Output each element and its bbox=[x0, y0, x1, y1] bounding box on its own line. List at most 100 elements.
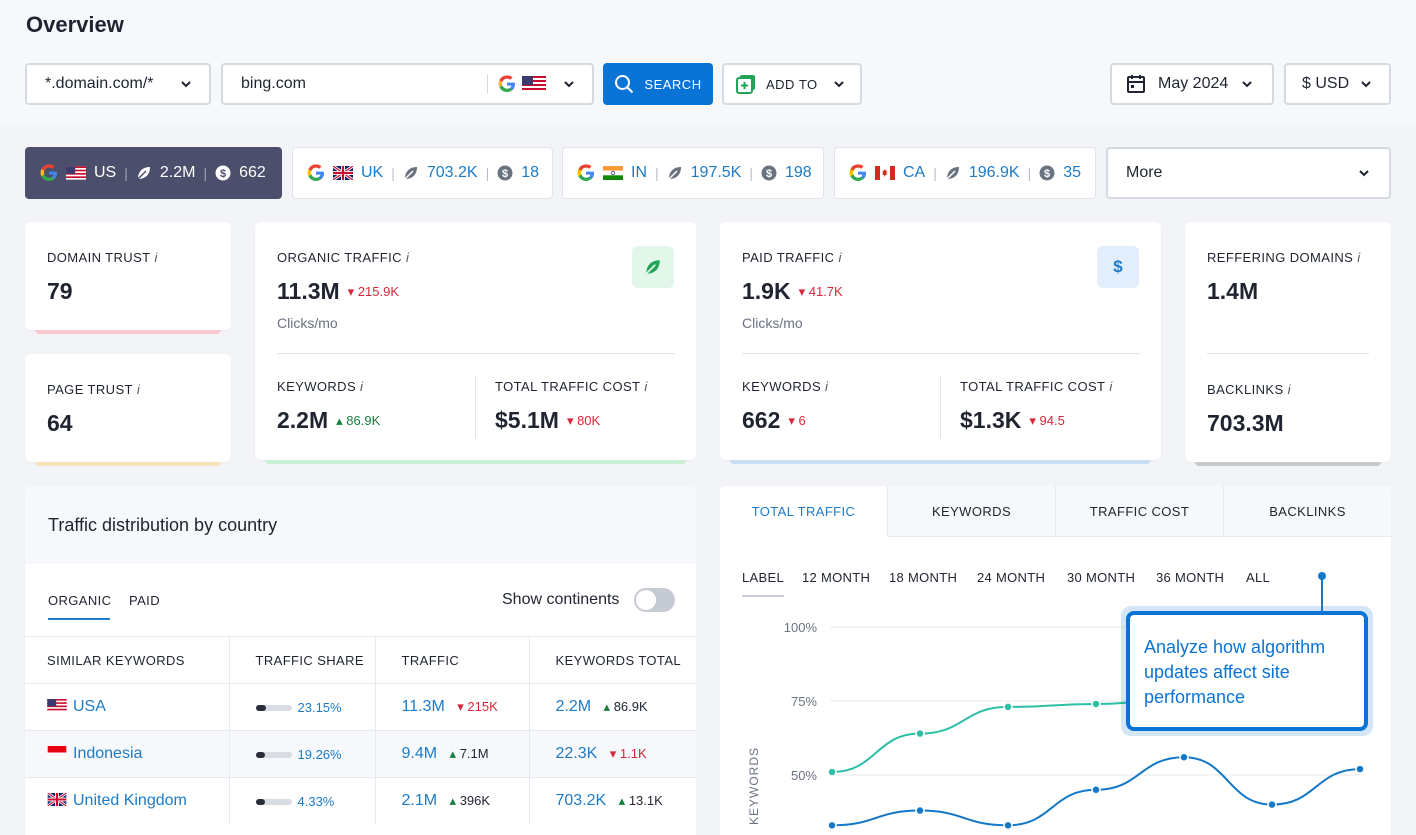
uk-flag-icon bbox=[47, 793, 67, 807]
date-select[interactable]: May 2024 bbox=[1110, 63, 1274, 105]
show-continents-toggle[interactable] bbox=[634, 588, 675, 612]
separator: | bbox=[749, 165, 753, 181]
range-label[interactable]: LABEL bbox=[742, 570, 784, 585]
country-tab-uk[interactable]: UK | 703.2K | $ 18 bbox=[292, 147, 553, 199]
data-point[interactable] bbox=[1267, 799, 1277, 810]
country-traffic: 196.9K bbox=[968, 164, 1020, 181]
paid-cost-value: $1.3K bbox=[960, 407, 1022, 433]
range-all[interactable]: ALL bbox=[1246, 570, 1271, 585]
tab-organic[interactable]: ORGANIC bbox=[48, 593, 112, 608]
keywords-delta-value: 1.1K bbox=[619, 746, 647, 761]
graph-tab-backlinks[interactable]: BACKLINKS bbox=[1224, 486, 1391, 537]
y-tick-label: 75% bbox=[791, 694, 817, 709]
scope-select[interactable]: *.domain.com/* bbox=[25, 63, 211, 105]
country-tab-ca[interactable]: CA | 196.9K | $ 35 bbox=[834, 147, 1096, 199]
chevron-down-icon bbox=[181, 81, 191, 88]
info-icon[interactable]: i bbox=[1287, 382, 1291, 397]
leaf-icon bbox=[137, 167, 150, 180]
organic-cost-label-text: TOTAL TRAFFIC COST bbox=[495, 379, 641, 394]
country-tab-us[interactable]: US | 2.2M | $ 662 bbox=[25, 147, 282, 199]
paid-keywords-delta-value: 6 bbox=[798, 412, 806, 428]
domain-value: bing.com bbox=[241, 75, 306, 92]
tab-paid[interactable]: PAID bbox=[129, 593, 160, 608]
col-similar-keywords[interactable]: SIMILAR KEYWORDS bbox=[25, 636, 230, 684]
toggle-knob bbox=[636, 590, 656, 610]
dollar-coin-icon: $ bbox=[215, 165, 231, 181]
info-icon[interactable]: i bbox=[136, 382, 141, 397]
search-button[interactable]: SEARCH bbox=[603, 63, 713, 105]
panel-header bbox=[25, 486, 696, 564]
keywords-value: 2.2M bbox=[555, 698, 592, 715]
graph-tab-total-traffic[interactable]: TOTAL TRAFFIC bbox=[720, 486, 888, 537]
country-name: United Kingdom bbox=[73, 792, 187, 810]
range-18-month[interactable]: 18 MONTH bbox=[889, 570, 958, 585]
range-12-month[interactable]: 12 MONTH bbox=[802, 570, 871, 585]
info-icon[interactable]: i bbox=[838, 250, 842, 265]
data-point[interactable] bbox=[1091, 699, 1101, 709]
country-traffic: 703.2K bbox=[426, 164, 478, 181]
info-icon[interactable]: i bbox=[360, 379, 364, 394]
data-point[interactable] bbox=[1091, 785, 1101, 795]
paid-label-text: PAID TRAFFIC bbox=[742, 250, 835, 265]
country-cell[interactable]: USA bbox=[25, 683, 230, 731]
country-code: CA bbox=[903, 164, 926, 181]
keywords-delta: ▾ 1.1K bbox=[609, 746, 647, 761]
currency-select[interactable]: $ USD bbox=[1284, 63, 1391, 105]
table-row: Indonesia 19.26% 9.4M ▴ 7.1M 22.3K ▾ 1.1… bbox=[25, 730, 696, 778]
keywords-value: 22.3K bbox=[555, 745, 598, 762]
add-to-label: ADD TO bbox=[766, 76, 818, 92]
backlinks-label-text: BACKLINKS bbox=[1207, 382, 1284, 397]
paid-cost-delta: ▾ 94.5 bbox=[1029, 412, 1065, 428]
country-tab-in[interactable]: IN | 197.5K | $ 198 bbox=[562, 147, 824, 199]
dollar-coin-icon: $ bbox=[1039, 165, 1055, 181]
data-point[interactable] bbox=[1003, 702, 1013, 712]
range-24-month[interactable]: 24 MONTH bbox=[977, 570, 1046, 585]
country-code: UK bbox=[361, 164, 384, 181]
more-countries-select[interactable]: More bbox=[1106, 147, 1391, 199]
col-traffic-share[interactable]: TRAFFIC SHARE bbox=[229, 636, 376, 684]
us-flag-icon bbox=[47, 699, 67, 712]
info-icon[interactable]: i bbox=[825, 379, 829, 394]
info-icon[interactable]: i bbox=[405, 250, 410, 265]
domain-trust-underline bbox=[35, 330, 221, 334]
graph-tab-keywords[interactable]: KEYWORDS bbox=[888, 486, 1056, 537]
svg-text:$: $ bbox=[1044, 168, 1050, 180]
domain-input[interactable]: bing.com bbox=[221, 63, 594, 105]
data-point[interactable] bbox=[1003, 820, 1013, 831]
traffic-value: 2.1M bbox=[401, 792, 438, 810]
info-icon[interactable]: i bbox=[644, 379, 648, 394]
range-36-month[interactable]: 36 MONTH bbox=[1156, 570, 1225, 585]
table-header-row: SIMILAR KEYWORDS TRAFFIC SHARE TRAFFIC K… bbox=[25, 636, 696, 684]
country-cell[interactable]: United Kingdom bbox=[25, 777, 230, 825]
table-row: USA 23.15% 11.3M ▾ 215K 2.2M ▴ 86.9K bbox=[25, 683, 696, 731]
svg-text:$: $ bbox=[766, 168, 772, 180]
graph-tab-traffic-cost[interactable]: TRAFFIC COST bbox=[1056, 486, 1224, 537]
leaf-icon bbox=[946, 167, 959, 180]
paid-cost-label: TOTAL TRAFFIC COST i bbox=[960, 379, 1113, 394]
y-tick-label: 100% bbox=[784, 620, 818, 635]
referring-underline bbox=[1195, 462, 1381, 466]
data-point[interactable] bbox=[827, 767, 837, 777]
info-icon[interactable]: i bbox=[1357, 250, 1361, 265]
col-keywords-total[interactable]: KEYWORDS TOTAL bbox=[529, 636, 696, 684]
paid-delta-value: 41.7K bbox=[808, 283, 843, 299]
organic-label-text: ORGANIC TRAFFIC bbox=[277, 250, 402, 265]
divider bbox=[475, 376, 476, 438]
table-row: United Kingdom 4.33% 2.1M ▴ 396K 703.2K … bbox=[25, 777, 696, 825]
divider bbox=[277, 353, 675, 354]
chevron-down-icon bbox=[1359, 170, 1369, 177]
data-point[interactable] bbox=[915, 805, 925, 816]
add-to-button[interactable]: ADD TO bbox=[722, 63, 862, 105]
data-point[interactable] bbox=[1179, 752, 1189, 762]
info-icon[interactable]: i bbox=[154, 250, 158, 265]
range-30-month[interactable]: 30 MONTH bbox=[1067, 570, 1136, 585]
paid-keywords-label: KEYWORDS i bbox=[742, 379, 828, 394]
data-point[interactable] bbox=[827, 820, 837, 831]
traffic-delta: ▾ 215K bbox=[457, 699, 498, 714]
data-point[interactable] bbox=[1355, 764, 1365, 774]
info-icon[interactable]: i bbox=[1109, 379, 1113, 394]
country-cell[interactable]: Indonesia bbox=[25, 730, 230, 778]
col-traffic[interactable]: TRAFFIC bbox=[375, 636, 530, 684]
domain-trust-label-text: DOMAIN TRUST bbox=[47, 250, 151, 265]
data-point[interactable] bbox=[915, 728, 925, 739]
